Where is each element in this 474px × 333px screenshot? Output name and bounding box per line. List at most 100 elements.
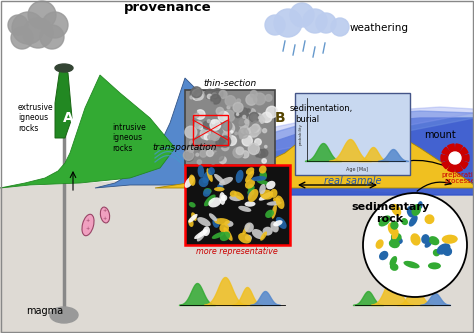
- Ellipse shape: [214, 218, 230, 225]
- Circle shape: [262, 159, 266, 163]
- Circle shape: [248, 127, 259, 137]
- Circle shape: [251, 126, 257, 132]
- Circle shape: [258, 117, 264, 123]
- Polygon shape: [220, 111, 474, 168]
- Circle shape: [208, 135, 213, 140]
- Ellipse shape: [204, 188, 212, 194]
- Wedge shape: [455, 158, 463, 172]
- Circle shape: [212, 133, 219, 140]
- Circle shape: [251, 151, 258, 157]
- Circle shape: [239, 129, 248, 138]
- Ellipse shape: [194, 230, 208, 239]
- Ellipse shape: [421, 234, 429, 244]
- Circle shape: [210, 151, 213, 154]
- Circle shape: [198, 96, 201, 100]
- Ellipse shape: [82, 214, 94, 236]
- Circle shape: [184, 152, 193, 161]
- Ellipse shape: [214, 174, 225, 184]
- Circle shape: [227, 136, 237, 146]
- Circle shape: [197, 160, 201, 164]
- Circle shape: [40, 25, 64, 49]
- FancyBboxPatch shape: [185, 165, 290, 245]
- Circle shape: [198, 94, 206, 101]
- Ellipse shape: [242, 224, 250, 234]
- Circle shape: [224, 143, 228, 148]
- Ellipse shape: [428, 262, 441, 269]
- Ellipse shape: [238, 233, 251, 243]
- Circle shape: [265, 15, 285, 35]
- Ellipse shape: [245, 222, 254, 233]
- Ellipse shape: [199, 177, 209, 187]
- Circle shape: [195, 121, 202, 129]
- Circle shape: [252, 124, 260, 132]
- Ellipse shape: [407, 206, 415, 217]
- Wedge shape: [455, 158, 468, 169]
- Circle shape: [248, 144, 259, 155]
- Ellipse shape: [259, 166, 266, 173]
- Circle shape: [262, 112, 272, 123]
- Text: +: +: [86, 218, 90, 223]
- Circle shape: [199, 126, 202, 129]
- Circle shape: [235, 112, 241, 118]
- Polygon shape: [220, 118, 474, 195]
- Text: A: A: [63, 111, 73, 125]
- Text: +: +: [103, 216, 107, 221]
- Ellipse shape: [425, 214, 435, 224]
- Circle shape: [242, 151, 249, 158]
- Ellipse shape: [245, 201, 255, 207]
- Polygon shape: [235, 107, 474, 158]
- Ellipse shape: [203, 226, 210, 236]
- Ellipse shape: [266, 181, 275, 189]
- Ellipse shape: [252, 176, 266, 181]
- Text: extrusive
igneous
rocks: extrusive igneous rocks: [18, 103, 54, 133]
- Ellipse shape: [188, 219, 193, 227]
- Text: thin-section: thin-section: [203, 79, 256, 88]
- Circle shape: [42, 12, 68, 38]
- Circle shape: [257, 150, 265, 158]
- Circle shape: [219, 136, 231, 147]
- Ellipse shape: [259, 192, 273, 201]
- Text: Age [Ma]: Age [Ma]: [346, 167, 368, 172]
- Ellipse shape: [411, 204, 421, 216]
- Circle shape: [194, 110, 197, 113]
- Ellipse shape: [428, 236, 439, 245]
- Circle shape: [185, 126, 197, 138]
- Circle shape: [189, 148, 193, 152]
- Ellipse shape: [248, 189, 258, 202]
- Circle shape: [316, 13, 336, 33]
- Circle shape: [254, 93, 265, 105]
- Circle shape: [216, 120, 218, 122]
- Circle shape: [260, 149, 268, 157]
- Circle shape: [198, 148, 200, 150]
- Circle shape: [8, 15, 28, 35]
- Ellipse shape: [260, 189, 273, 200]
- Circle shape: [243, 116, 246, 118]
- Ellipse shape: [197, 229, 207, 241]
- Circle shape: [28, 1, 56, 29]
- Circle shape: [202, 129, 205, 131]
- Circle shape: [227, 106, 230, 109]
- Text: sedimentary
rock: sedimentary rock: [351, 202, 429, 224]
- Circle shape: [191, 149, 193, 152]
- Circle shape: [239, 119, 249, 128]
- Text: +: +: [86, 226, 90, 231]
- Ellipse shape: [271, 221, 279, 232]
- Circle shape: [191, 89, 203, 100]
- Circle shape: [195, 94, 201, 100]
- Ellipse shape: [209, 213, 217, 221]
- Ellipse shape: [276, 217, 287, 229]
- Circle shape: [203, 121, 211, 129]
- Circle shape: [205, 89, 215, 99]
- Circle shape: [221, 143, 229, 151]
- Ellipse shape: [229, 195, 242, 201]
- Circle shape: [210, 96, 213, 99]
- Circle shape: [194, 113, 199, 118]
- Ellipse shape: [275, 195, 284, 209]
- Circle shape: [219, 157, 226, 164]
- Ellipse shape: [188, 214, 198, 223]
- Ellipse shape: [223, 227, 233, 241]
- Circle shape: [254, 113, 263, 123]
- Ellipse shape: [391, 236, 403, 244]
- Ellipse shape: [260, 231, 267, 241]
- Ellipse shape: [191, 212, 197, 221]
